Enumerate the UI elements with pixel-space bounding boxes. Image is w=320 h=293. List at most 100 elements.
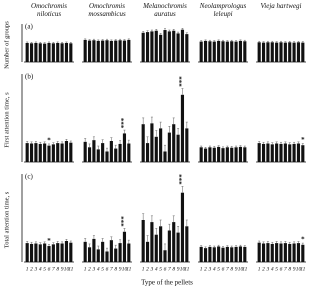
x-tick-label: 9 [235, 266, 238, 272]
bar [150, 123, 154, 162]
bar [96, 149, 100, 162]
bar [208, 246, 212, 262]
bar [141, 124, 145, 162]
bar [38, 143, 42, 162]
bar [83, 241, 87, 262]
x-tick-label: 4 [213, 265, 216, 272]
significance-mark: *** [120, 117, 128, 128]
bar [217, 246, 221, 262]
significance-mark: *** [178, 76, 186, 87]
bar [159, 226, 163, 262]
bar [122, 40, 127, 62]
bar [105, 151, 109, 162]
bar [38, 244, 42, 262]
bar [172, 30, 176, 62]
bar [292, 243, 296, 262]
bar [301, 244, 305, 262]
bar [34, 143, 38, 162]
bar [238, 246, 243, 262]
x-tick-label: 6 [164, 266, 167, 272]
bar [145, 32, 150, 62]
bar [109, 40, 113, 62]
bar [176, 232, 180, 262]
x-tick-label: 2 [204, 266, 207, 272]
x-tick-label: 1 [84, 266, 87, 272]
y-axis-label: First attention time, s [3, 92, 10, 148]
bar [234, 246, 238, 262]
bar [230, 41, 234, 62]
bar [279, 143, 283, 162]
x-tick-label: 10 [238, 266, 244, 272]
bar [51, 43, 55, 62]
y-axis-label: Total attention time, s [3, 191, 10, 248]
bar [150, 31, 154, 62]
bar [266, 42, 270, 62]
bar [60, 143, 64, 162]
bar [221, 247, 225, 262]
bar [43, 43, 47, 62]
x-tick-label: 4 [97, 265, 100, 272]
bar [279, 42, 283, 62]
bar [176, 134, 180, 162]
bar [266, 143, 270, 162]
bar [180, 192, 185, 262]
bar [87, 147, 92, 162]
significance-mark: *** [178, 174, 186, 185]
x-tick-label: 2 [88, 266, 91, 272]
bar [275, 42, 279, 62]
x-tick-label: 5 [217, 266, 220, 272]
bar [25, 42, 29, 62]
bar [92, 40, 96, 62]
bar [114, 40, 118, 62]
bar [163, 30, 167, 62]
x-tick-label: 5 [101, 266, 104, 272]
bar [288, 144, 292, 162]
bar [47, 145, 51, 162]
bar [261, 143, 266, 162]
bar [87, 40, 92, 62]
bar [163, 250, 167, 262]
panel-label: (b) [25, 73, 34, 81]
bar [25, 243, 29, 262]
bar [199, 41, 203, 62]
bar [212, 41, 216, 62]
x-tick-label: 5 [43, 266, 46, 272]
bar [208, 41, 212, 62]
bar [176, 33, 180, 62]
bar [96, 40, 100, 62]
bar [29, 43, 34, 62]
bar [109, 141, 113, 162]
bar [292, 143, 296, 162]
bar [92, 238, 96, 262]
bar [257, 42, 261, 62]
x-tick-label: 2 [262, 266, 265, 272]
bar [69, 142, 73, 162]
bar [159, 34, 163, 62]
x-tick-label: 3 [266, 266, 270, 272]
bar [29, 243, 34, 262]
bar [25, 143, 29, 162]
bar [127, 39, 131, 62]
bar [60, 43, 64, 62]
bar [122, 133, 127, 162]
bar [221, 148, 225, 162]
x-tick-label: 7 [168, 266, 171, 272]
bar [163, 151, 167, 162]
bar [283, 42, 287, 62]
bar [296, 42, 301, 62]
x-tick-label: 9 [61, 266, 64, 272]
bar [275, 243, 279, 262]
x-tick-label: 1 [142, 266, 145, 272]
bar [64, 141, 69, 162]
x-tick-label: 7 [110, 266, 113, 272]
bar [257, 242, 261, 262]
panel-label: (c) [25, 173, 33, 181]
bar [243, 147, 247, 162]
bar [47, 246, 51, 262]
bar [87, 247, 92, 262]
bar [238, 146, 243, 162]
panel-label: (a) [25, 23, 33, 31]
bar [47, 42, 51, 62]
x-tick-label: 5 [275, 266, 278, 272]
bar [159, 128, 163, 162]
